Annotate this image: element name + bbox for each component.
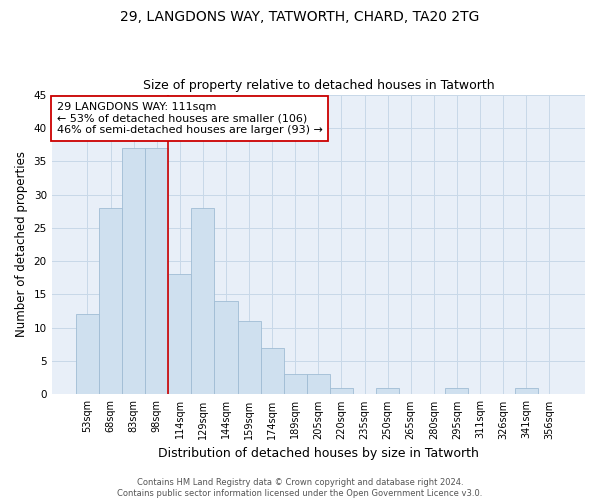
Bar xyxy=(238,321,260,394)
Bar xyxy=(376,388,399,394)
Y-axis label: Number of detached properties: Number of detached properties xyxy=(15,152,28,338)
Bar xyxy=(122,148,145,394)
Bar xyxy=(214,301,238,394)
Bar xyxy=(191,208,214,394)
Bar xyxy=(76,314,99,394)
Bar xyxy=(330,388,353,394)
Bar xyxy=(168,274,191,394)
Bar xyxy=(307,374,330,394)
Bar xyxy=(284,374,307,394)
Bar xyxy=(445,388,469,394)
Bar xyxy=(99,208,122,394)
Text: 29 LANGDONS WAY: 111sqm
← 53% of detached houses are smaller (106)
46% of semi-d: 29 LANGDONS WAY: 111sqm ← 53% of detache… xyxy=(57,102,323,136)
Bar xyxy=(515,388,538,394)
Bar xyxy=(145,148,168,394)
Bar xyxy=(260,348,284,395)
X-axis label: Distribution of detached houses by size in Tatworth: Distribution of detached houses by size … xyxy=(158,447,479,460)
Title: Size of property relative to detached houses in Tatworth: Size of property relative to detached ho… xyxy=(143,79,494,92)
Text: Contains HM Land Registry data © Crown copyright and database right 2024.
Contai: Contains HM Land Registry data © Crown c… xyxy=(118,478,482,498)
Text: 29, LANGDONS WAY, TATWORTH, CHARD, TA20 2TG: 29, LANGDONS WAY, TATWORTH, CHARD, TA20 … xyxy=(121,10,479,24)
